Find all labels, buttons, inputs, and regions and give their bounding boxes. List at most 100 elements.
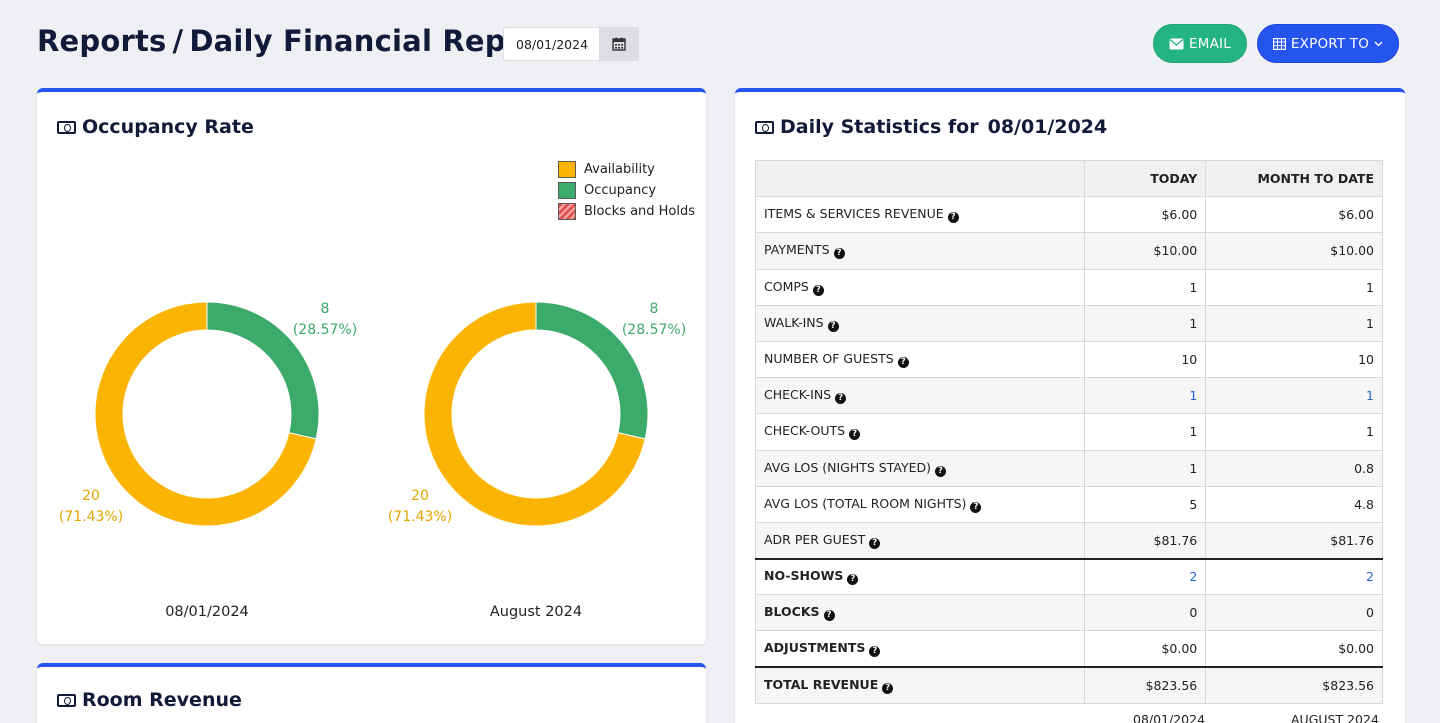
legend-item-occupancy[interactable]: Occupancy bbox=[558, 180, 695, 201]
legend-swatch-availability bbox=[558, 161, 576, 178]
help-icon[interactable]: ? bbox=[869, 537, 881, 549]
envelope-icon bbox=[1169, 38, 1184, 49]
legend-label: Occupancy bbox=[584, 183, 657, 198]
cell-today: $823.56 bbox=[1084, 666, 1207, 704]
donut-slice-availability[interactable] bbox=[95, 302, 317, 526]
table-row: AVG LOS (NIGHTS STAYED)? 1 0.8 bbox=[754, 449, 1383, 487]
date-picker[interactable]: 08/01/2024 bbox=[503, 27, 639, 61]
help-icon[interactable]: ? bbox=[970, 501, 982, 513]
cell-month-to-date: 0 bbox=[1205, 594, 1383, 632]
availability-data-label: 20 (71.43%) bbox=[55, 486, 127, 528]
money-icon bbox=[755, 120, 774, 134]
money-icon bbox=[57, 693, 76, 707]
room-revenue-card-title: Room Revenue bbox=[57, 689, 242, 711]
cell-month-to-date: 10 bbox=[1205, 340, 1383, 379]
cell-today: 0 bbox=[1084, 594, 1207, 632]
row-label: ITEMS & SERVICES REVENUE? bbox=[754, 196, 1086, 234]
room-revenue-card: Room Revenue bbox=[37, 663, 706, 723]
row-label: NUMBER OF GUESTS? bbox=[754, 340, 1086, 379]
occupancy-donut-chart-day bbox=[95, 302, 319, 526]
row-label-text: TOTAL REVENUE bbox=[764, 676, 879, 692]
cell-today: 1 bbox=[1084, 449, 1207, 487]
stats-title-prefix: Daily Statistics for bbox=[780, 116, 979, 138]
row-label: ADJUSTMENTS? bbox=[754, 630, 1086, 668]
table-row: ADR PER GUEST? $81.76 $81.76 bbox=[754, 521, 1383, 560]
help-icon[interactable]: ? bbox=[882, 682, 894, 694]
breadcrumb-separator: / bbox=[172, 24, 184, 58]
row-label: WALK-INS? bbox=[754, 304, 1086, 342]
help-icon[interactable]: ? bbox=[823, 610, 835, 622]
export-button-label: EXPORT TO bbox=[1290, 35, 1370, 52]
cell-month-to-date: 1 bbox=[1205, 268, 1383, 306]
email-button[interactable]: EMAIL bbox=[1153, 24, 1247, 63]
table-row: BLOCKS? 0 0 bbox=[754, 594, 1383, 632]
cell-today[interactable]: 1 bbox=[1084, 377, 1207, 415]
help-icon[interactable]: ? bbox=[849, 429, 861, 441]
cell-month-to-date: 1 bbox=[1205, 413, 1383, 451]
row-label-text: ADJUSTMENTS bbox=[764, 640, 866, 656]
row-label-text: CHECK-OUTS bbox=[764, 423, 846, 439]
row-label: BLOCKS? bbox=[754, 594, 1086, 632]
date-input[interactable]: 08/01/2024 bbox=[503, 27, 599, 61]
row-label: TOTAL REVENUE? bbox=[754, 666, 1086, 704]
help-icon[interactable]: ? bbox=[812, 284, 824, 296]
room-revenue-title-text: Room Revenue bbox=[82, 689, 242, 711]
export-dropdown-button[interactable]: EXPORT TO bbox=[1257, 24, 1399, 63]
row-label-text: NO-SHOWS bbox=[764, 568, 844, 584]
help-icon[interactable]: ? bbox=[947, 212, 959, 224]
table-row: WALK-INS? 1 1 bbox=[754, 304, 1383, 342]
cell-today: $10.00 bbox=[1084, 232, 1207, 270]
cell-month-to-date: 4.8 bbox=[1205, 485, 1383, 523]
availability-value: 20 bbox=[411, 488, 429, 504]
cell-month-to-date: 0.8 bbox=[1205, 449, 1383, 487]
table-row: ITEMS & SERVICES REVENUE? $6.00 $6.00 bbox=[754, 196, 1383, 234]
occupancy-rate-card: Occupancy Rate Availability Occupancy Bl… bbox=[37, 88, 706, 644]
row-label: PAYMENTS? bbox=[754, 232, 1086, 270]
occupancy-percent: (28.57%) bbox=[621, 322, 687, 338]
table-row: NO-SHOWS? 2 2 bbox=[754, 557, 1383, 596]
table-footer-month: AUGUST 2024 bbox=[1291, 712, 1379, 723]
legend-item-blocks-holds[interactable]: Blocks and Holds bbox=[558, 201, 695, 222]
cell-today[interactable]: 2 bbox=[1084, 557, 1207, 596]
row-label-text: AVG LOS (TOTAL ROOM NIGHTS) bbox=[764, 495, 967, 511]
money-icon bbox=[57, 120, 76, 134]
occupancy-data-label: 8 (28.57%) bbox=[618, 299, 690, 341]
cell-month-to-date: $0.00 bbox=[1205, 630, 1383, 668]
availability-value: 20 bbox=[82, 488, 100, 504]
calendar-button[interactable] bbox=[599, 27, 639, 61]
row-label: CHECK-OUTS? bbox=[754, 413, 1086, 451]
breadcrumb-root[interactable]: Reports bbox=[37, 24, 167, 58]
donut-slice-availability[interactable] bbox=[424, 302, 646, 526]
cell-today: 1 bbox=[1084, 413, 1207, 451]
help-icon[interactable]: ? bbox=[833, 248, 845, 260]
help-icon[interactable]: ? bbox=[835, 393, 847, 405]
header-cell-label bbox=[754, 159, 1086, 198]
cell-today: $0.00 bbox=[1084, 630, 1207, 668]
table-footer-today: 08/01/2024 bbox=[1133, 712, 1206, 723]
row-label-text: NUMBER OF GUESTS bbox=[764, 351, 894, 367]
help-icon[interactable]: ? bbox=[847, 574, 859, 586]
daily-statistics-table: TODAY MONTH TO DATE ITEMS & SERVICES REV… bbox=[754, 159, 1383, 704]
chevron-down-icon bbox=[1374, 41, 1383, 46]
help-icon[interactable]: ? bbox=[897, 357, 909, 369]
legend-item-availability[interactable]: Availability bbox=[558, 159, 695, 180]
row-label-text: CHECK-INS bbox=[764, 387, 832, 403]
email-button-label: EMAIL bbox=[1189, 35, 1231, 52]
cell-month-to-date[interactable]: 2 bbox=[1205, 557, 1383, 596]
cell-month-to-date: $823.56 bbox=[1205, 666, 1383, 704]
help-icon[interactable]: ? bbox=[827, 320, 839, 332]
cell-month-to-date: $10.00 bbox=[1205, 232, 1383, 270]
table-icon bbox=[1272, 37, 1286, 50]
help-icon[interactable]: ? bbox=[935, 465, 946, 477]
occupancy-percent: (28.57%) bbox=[292, 322, 358, 338]
row-label-text: COMPS bbox=[764, 278, 809, 294]
row-label: ADR PER GUEST? bbox=[754, 521, 1086, 560]
occupancy-title-text: Occupancy Rate bbox=[82, 116, 254, 138]
row-label: AVG LOS (TOTAL ROOM NIGHTS)? bbox=[754, 485, 1086, 523]
occupancy-donut-chart-month bbox=[424, 302, 648, 526]
calendar-icon bbox=[612, 37, 626, 51]
help-icon[interactable]: ? bbox=[869, 646, 881, 658]
stats-card-title: Daily Statistics for 08/01/2024 bbox=[755, 116, 1107, 138]
cell-month-to-date[interactable]: 1 bbox=[1205, 377, 1383, 415]
legend-swatch-blocks-holds bbox=[558, 203, 576, 220]
